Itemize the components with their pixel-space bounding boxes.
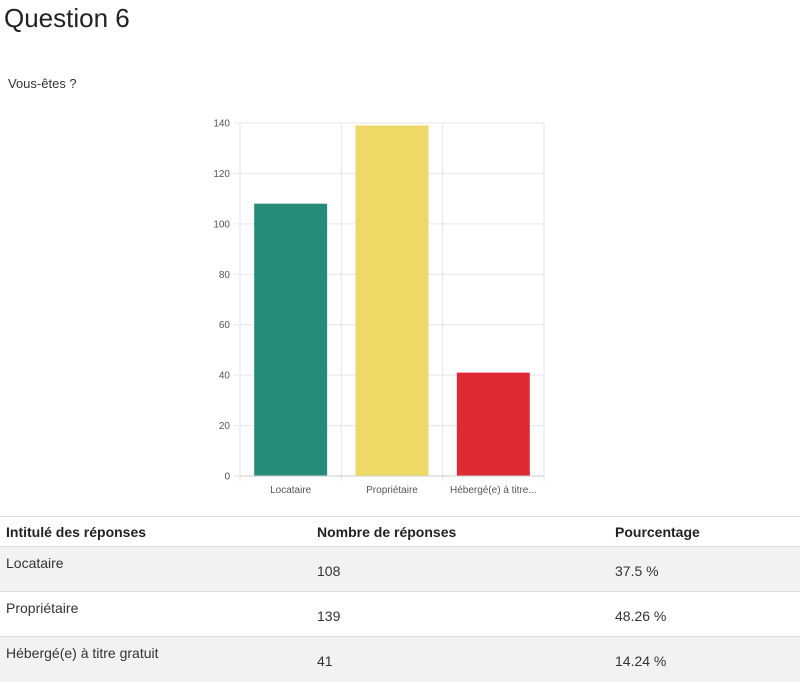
bar xyxy=(355,125,429,477)
x-tick-label: Propriétaire xyxy=(366,485,418,496)
y-tick-label: 20 xyxy=(219,421,231,432)
row-count: 108 xyxy=(311,546,609,592)
row-label: Locataire xyxy=(0,546,311,592)
y-tick-label: 140 xyxy=(213,119,230,130)
header-label: Intitulé des réponses xyxy=(0,516,311,547)
y-tick-label: 80 xyxy=(219,270,231,281)
x-tick-label: Locataire xyxy=(270,485,312,496)
table-row: Locataire 108 37.5 % xyxy=(0,546,800,592)
header-percent: Pourcentage xyxy=(609,516,800,547)
y-tick-label: 0 xyxy=(224,472,230,483)
page-title: Question 6 xyxy=(4,3,130,33)
row-count: 41 xyxy=(311,636,609,682)
results-table: Intitulé des réponses Nombre de réponses… xyxy=(0,516,800,682)
row-count: 139 xyxy=(311,591,609,637)
bar-chart: 0 20 40 60 80 100 120 140 Locataire Propriétaire H… xyxy=(213,119,545,496)
question-label: Vous-êtes ? xyxy=(8,76,77,91)
bar xyxy=(456,372,530,476)
row-percent: 14.24 % xyxy=(609,636,800,682)
header-count: Nombre de réponses xyxy=(311,516,609,547)
table-row: Propriétaire 139 48.26 % xyxy=(0,591,800,637)
y-tick-label: 40 xyxy=(219,371,231,382)
row-label: Hébergé(e) à titre gratuit xyxy=(0,636,311,682)
y-tick-label: 100 xyxy=(213,219,230,230)
y-tick-label: 60 xyxy=(219,320,231,331)
table-row: Hébergé(e) à titre gratuit 41 14.24 % xyxy=(0,636,800,682)
row-percent: 37.5 % xyxy=(609,546,800,592)
bar xyxy=(254,203,328,476)
x-tick-label: Hébergé(e) à titre... xyxy=(450,485,537,496)
row-label: Propriétaire xyxy=(0,591,311,637)
row-percent: 48.26 % xyxy=(609,591,800,637)
table-header-row: Intitulé des réponses Nombre de réponses… xyxy=(0,516,800,547)
y-tick-label: 120 xyxy=(213,169,230,180)
